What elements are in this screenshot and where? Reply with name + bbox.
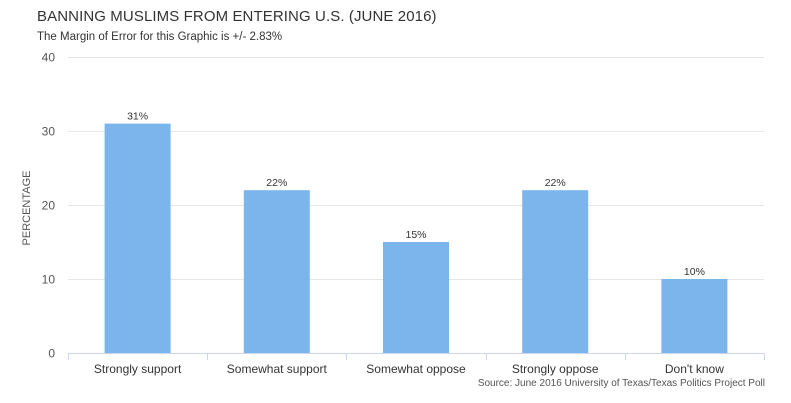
bar[interactable] [522, 190, 589, 353]
x-tick-label: Strongly oppose [512, 362, 599, 376]
y-tick-label: 10 [42, 273, 56, 287]
x-tick-label: Somewhat support [227, 362, 328, 376]
y-tick-label: 40 [42, 51, 56, 65]
data-label: 22% [266, 177, 287, 189]
bar[interactable] [243, 190, 310, 353]
data-label: 10% [684, 266, 705, 278]
data-label: 31% [127, 111, 148, 123]
bar[interactable] [661, 279, 728, 353]
bars [104, 123, 728, 353]
chart-subtitle: The Margin of Error for this Graphic is … [37, 31, 283, 43]
data-label: 15% [405, 229, 426, 241]
y-tick-label: 30 [42, 125, 56, 139]
bar[interactable] [104, 123, 171, 353]
y-tick-label: 0 [48, 347, 55, 361]
data-labels: 31% 22% 15% 22% 10% [127, 111, 705, 278]
chart-title: BANNING MUSLIMS FROM ENTERING U.S. (JUNE… [37, 8, 437, 25]
x-tick-label: Somewhat oppose [366, 362, 466, 376]
y-tick-label: 20 [42, 199, 56, 213]
axes: 0 10 20 30 40 Strongly support Somewhat suppor… [42, 51, 765, 376]
x-tick-label: Strongly support [94, 362, 182, 376]
bar[interactable] [383, 242, 449, 353]
y-axis-title: PERCENTAGE [21, 171, 33, 246]
source-note: Source: June 2016 University of Texas/Te… [477, 378, 765, 389]
data-label: 22% [545, 177, 566, 189]
x-tick-label: Don't know [665, 362, 724, 376]
